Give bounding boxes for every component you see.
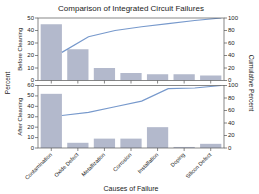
y-tick <box>35 55 38 56</box>
panel: 0 10 20 30 40 50 60 0 20 40 60 80 100 ContaminationOx… <box>17 82 239 192</box>
bar <box>41 94 62 148</box>
y-tick <box>35 30 38 31</box>
bar <box>174 74 195 80</box>
x-tick-label: Contamination <box>24 151 53 180</box>
y-tick-label: 50 <box>27 15 34 21</box>
y-tick-label: 40 <box>27 103 34 109</box>
y-tick <box>35 68 38 69</box>
x-tick-label: Silicon Defect <box>184 151 212 179</box>
y2-tick-label: 100 <box>228 15 239 21</box>
title: Comparison of Integrated Circuit Failure… <box>58 4 204 13</box>
x-tick <box>210 148 211 151</box>
panel: 01020304050020406080100Before Cleaning <box>17 15 239 84</box>
y2-tick-label: 40 <box>228 52 235 58</box>
chart: Comparison of Integrated Circuit Failure… <box>0 0 259 194</box>
y-tick-label: 30 <box>27 113 34 119</box>
x-tick <box>157 148 158 151</box>
x-tick <box>131 81 132 84</box>
bar <box>94 139 115 148</box>
y2-tick <box>224 85 227 86</box>
plot-area <box>41 86 222 149</box>
x-tick <box>77 81 78 84</box>
y2-tick <box>224 135 227 136</box>
y2-tick-label: 80 <box>228 95 235 101</box>
y-tick <box>35 106 38 107</box>
y-tick <box>35 18 38 19</box>
y-tick-label: 40 <box>27 27 34 33</box>
y2-tick <box>224 148 227 149</box>
plot-area <box>41 18 222 81</box>
y-tick <box>35 43 38 44</box>
x-tick <box>184 81 185 84</box>
x-tick-label: Doping <box>169 151 186 168</box>
x-tick <box>104 148 105 151</box>
y-tick <box>35 148 38 149</box>
panel-label: After Cleaning <box>17 98 23 136</box>
y-axis-label: Percent <box>4 72 11 95</box>
y2-tick-label: 0 <box>228 145 232 151</box>
y2-tick <box>224 68 227 69</box>
y2-tick-label: 100 <box>228 82 239 88</box>
bar <box>120 139 141 148</box>
y2-tick-label: 40 <box>228 120 235 126</box>
y-tick-label: 10 <box>27 134 34 140</box>
y2-tick <box>224 98 227 99</box>
bar <box>94 68 115 81</box>
y-tick <box>35 85 38 86</box>
x-tick-label: Installation <box>136 151 159 174</box>
x-tick <box>157 81 158 84</box>
bar <box>200 144 221 148</box>
x-tick <box>51 148 52 151</box>
y2-tick <box>224 80 227 81</box>
panel-label: Before Cleaning <box>17 28 23 71</box>
y2-tick <box>224 123 227 124</box>
y2-tick-label: 60 <box>228 40 235 46</box>
y-tick-label: 50 <box>27 92 34 98</box>
y2-tick-label: 20 <box>228 65 235 71</box>
y-tick <box>35 95 38 96</box>
x-tick <box>131 148 132 151</box>
plot-frame <box>38 86 224 149</box>
y-tick-label: 0 <box>31 145 35 151</box>
y-tick-label: 20 <box>27 52 34 58</box>
y2-tick <box>224 110 227 111</box>
y-tick <box>35 137 38 138</box>
y-tick-label: 60 <box>27 82 34 88</box>
bar <box>200 76 221 81</box>
y-tick-label: 10 <box>27 65 34 71</box>
x-tick <box>77 148 78 151</box>
x-tick <box>210 81 211 84</box>
y-tick <box>35 127 38 128</box>
x-tick-label: Oxide Defect <box>53 151 80 178</box>
y-tick-label: 20 <box>27 124 34 130</box>
y2-tick <box>224 30 227 31</box>
y2-tick-label: 80 <box>228 27 235 33</box>
plot-frame <box>38 18 224 81</box>
y2-axis-label: Cumulative Percent <box>248 55 255 112</box>
x-tick <box>51 81 52 84</box>
bar <box>67 49 88 80</box>
y-tick <box>35 116 38 117</box>
cumulative-line <box>62 86 221 116</box>
y-tick-label: 30 <box>27 40 34 46</box>
y2-tick <box>224 55 227 56</box>
y2-tick-label: 60 <box>228 107 235 113</box>
cumulative-line <box>62 18 221 52</box>
x-tick-label: Corrosion <box>112 151 133 172</box>
x-axis-label: Causes of Failure <box>104 185 159 192</box>
bar <box>120 73 141 81</box>
x-tick <box>104 81 105 84</box>
y2-tick-label: 20 <box>228 132 235 138</box>
y-tick <box>35 80 38 81</box>
bar <box>147 74 168 80</box>
bar <box>41 24 62 80</box>
x-tick-label: Metallization <box>80 151 106 177</box>
y2-tick <box>224 43 227 44</box>
y2-tick <box>224 18 227 19</box>
bar <box>147 127 168 148</box>
x-tick <box>184 148 185 151</box>
bar <box>67 143 88 148</box>
